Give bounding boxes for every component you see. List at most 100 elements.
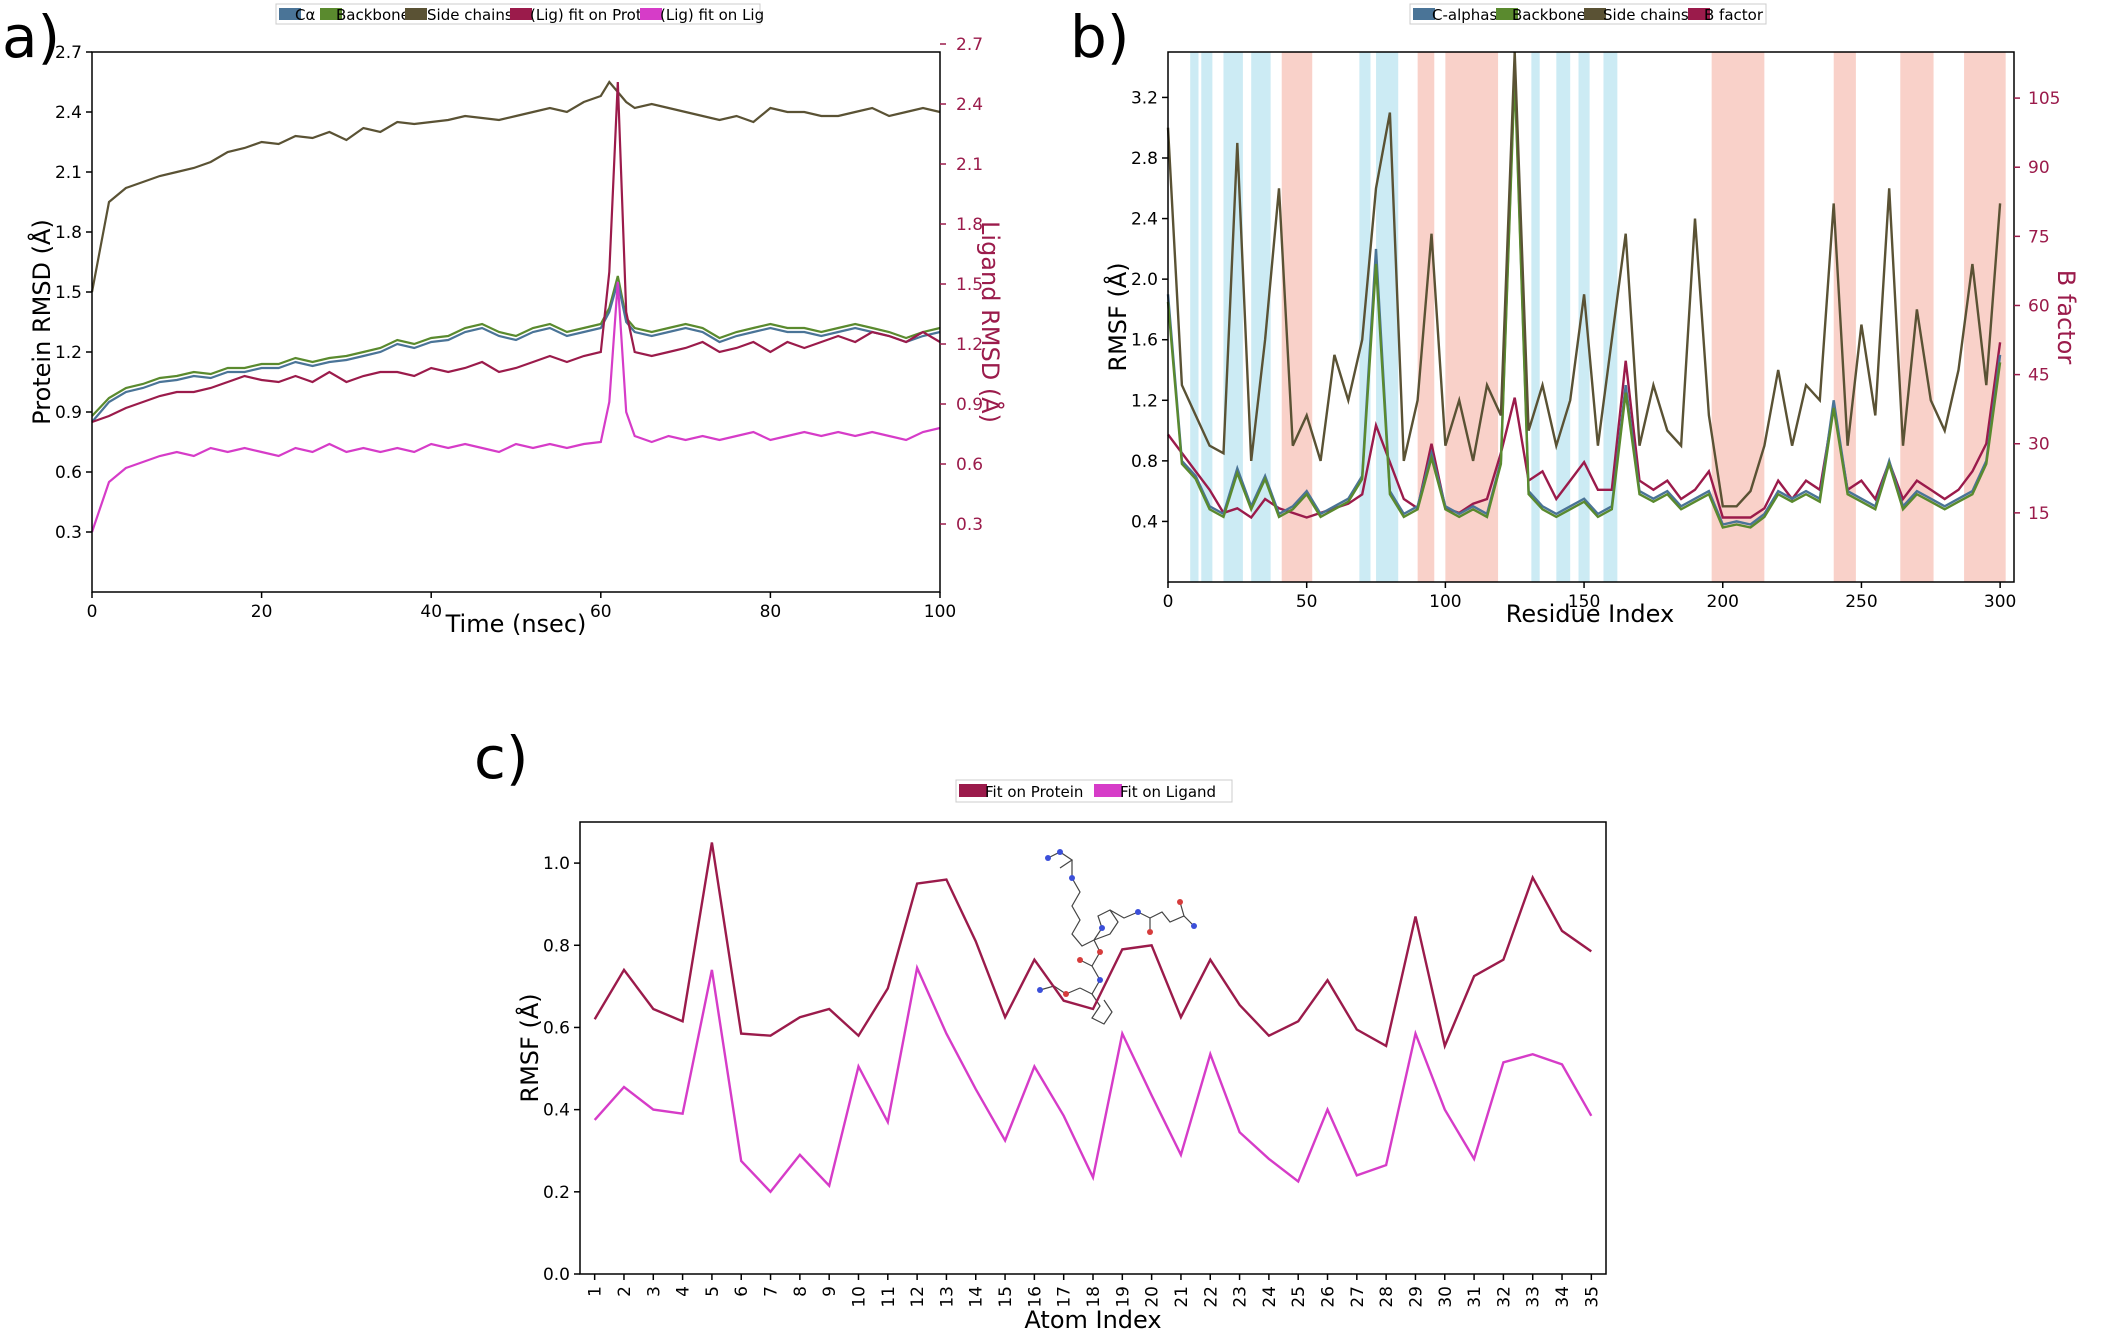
x-tick-label: 15 [996,1286,1016,1308]
series-line-b-factor [1167,342,2002,520]
series-line-side-chains [90,80,941,293]
x-tick-label: 34 [1553,1286,1573,1308]
panel-b-y2-ticks: 15 30 45 60 75 90 105 [2014,89,2060,524]
panel-b-x-ticks: 0 50 100 150 200 250 300 [1163,582,2016,612]
series-line-c-alphas [1166,67,2002,526]
x-tick-label: 20 [1143,1286,1163,1308]
x-tick-label: 3 [644,1286,664,1297]
x-tick-label: 23 [1231,1286,1251,1308]
legend-swatch-b-sidechains [1584,8,1606,20]
y-tick-label: 1.2 [55,343,82,363]
y-tick-label: 3.2 [1131,88,1158,108]
y-tick-label: 2.4 [1131,210,1158,230]
panel-c-label: c) [474,724,529,792]
y-tick-label: 0.4 [543,1101,570,1121]
legend-label-backbone: Backbone [336,6,410,24]
x-tick-label: 0 [1163,592,1174,612]
x-tick-label: 300 [1984,592,2016,612]
panel-a-legend: Cα Backbone Side chains (Lig) fit on Pro… [275,3,764,25]
y-tick-label: 1.6 [1131,331,1158,351]
y-tick-label: 0.0 [543,1265,570,1285]
strand-region [1556,52,1571,582]
panel-a-y2-ticks: 0.3 0.6 0.9 1.2 1.5 1.8 2.1 2.4 2.7 [940,35,983,535]
atom-o [1063,991,1069,997]
y2-tick-label: 2.1 [956,155,983,175]
atom-o [1097,949,1103,955]
x-tick-label: 2 [615,1286,635,1297]
legend-swatch-fit-protein [959,784,987,797]
x-tick-label: 13 [937,1286,957,1308]
x-tick-label: 250 [1845,592,1877,612]
panel-b-frame [1167,51,2015,583]
y-tick-label: 2.8 [1131,149,1158,169]
strand-region [1201,52,1213,582]
x-tick-label: 12 [908,1286,928,1308]
y2-tick-label: 75 [2028,227,2050,247]
legend-swatch-calpha [279,8,301,20]
strand-region [1603,52,1618,582]
legend-label-fit-protein: Fit on Protein [985,783,1083,801]
strand-region [1190,52,1199,582]
panel-b-label: b) [1070,3,1129,71]
x-tick-label: 17 [1055,1286,1075,1308]
panel-c-frame [579,821,1607,1275]
y2-tick-label: 60 [2028,296,2050,316]
x-tick-label: 31 [1465,1286,1485,1308]
panel-b-y2-title: B factor [2052,270,2080,365]
atom-n [1045,855,1051,861]
x-tick-label: 1 [586,1286,606,1297]
ligand-structure-atoms [1037,849,1197,997]
y2-tick-label: 15 [2028,504,2050,524]
y-tick-label: 0.9 [55,403,82,423]
helix-region [1833,52,1856,582]
legend-label-b-sidechains: Side chains [1603,6,1689,24]
legend-label-calpha: Cα [295,6,315,24]
x-tick-label: 16 [1025,1286,1045,1308]
legend-swatch-bfactor [1688,8,1710,20]
y2-tick-label: 1.2 [956,335,983,355]
y-tick-label: 0.6 [543,1018,570,1038]
panel-b-y-ticks: 0.4 0.8 1.2 1.6 2.0 2.4 2.8 3.2 [1131,88,1168,532]
legend-swatch-b-backbone [1496,8,1518,20]
panel-c-y-title: RMSF (Å) [515,993,544,1102]
helix-region [1964,52,2006,582]
atom-n [1191,923,1197,929]
x-tick-label: 28 [1377,1286,1397,1308]
x-tick-label: 30 [1436,1286,1456,1308]
legend-label-sidechains: Side chains [427,6,513,24]
panel-c: c) Fit on Protein Fit on Ligand [474,724,1607,1334]
y-tick-label: 0.4 [1131,512,1158,532]
x-tick-label: 18 [1084,1286,1104,1308]
x-tick-label: 6 [732,1286,752,1297]
x-tick-label: 19 [1113,1286,1133,1308]
y-tick-label: 2.0 [1131,270,1158,290]
y2-tick-label: 1.5 [956,275,983,295]
y2-tick-label: 90 [2028,158,2050,178]
atom-o [1147,929,1153,935]
y-tick-label: 0.8 [543,936,570,956]
legend-label-bfactor: B factor [1704,6,1764,24]
panel-b-x-title: Residue Index [1506,600,1674,628]
strand-region [1578,52,1590,582]
panel-a-y-ticks: 0.3 0.6 0.9 1.2 1.5 1.8 2.1 2.4 2.7 [55,43,92,543]
legend-swatch-calphas [1413,8,1435,20]
x-tick-label: 40 [420,602,442,622]
series-line-side-chains [1166,51,2002,508]
x-tick-label: 33 [1524,1286,1544,1308]
series-line-lig-fit-on-prot [91,81,941,424]
panel-c-legend: Fit on Protein Fit on Ligand [955,779,1233,803]
y-tick-label: 1.8 [55,223,82,243]
atom-o [1077,957,1083,963]
x-tick-label: 35 [1582,1286,1602,1308]
panel-a: a) Cα Backbone Side chains (Lig) fit on … [2,3,1005,638]
atom-n [1037,987,1043,993]
y-tick-label: 0.6 [55,463,82,483]
series-line-backbone [1166,74,2002,529]
y2-tick-label: 0.9 [956,395,983,415]
legend-swatch-lig-lig [640,8,662,20]
y-tick-label: 2.4 [55,103,82,123]
x-tick-label: 22 [1201,1286,1221,1308]
series-line-fit-on-protein [593,842,1592,1050]
panel-a-x-ticks: 0 20 40 60 80 100 [87,592,956,622]
panel-c-y-ticks: 0.0 0.2 0.4 0.6 0.8 1.0 [543,854,580,1285]
